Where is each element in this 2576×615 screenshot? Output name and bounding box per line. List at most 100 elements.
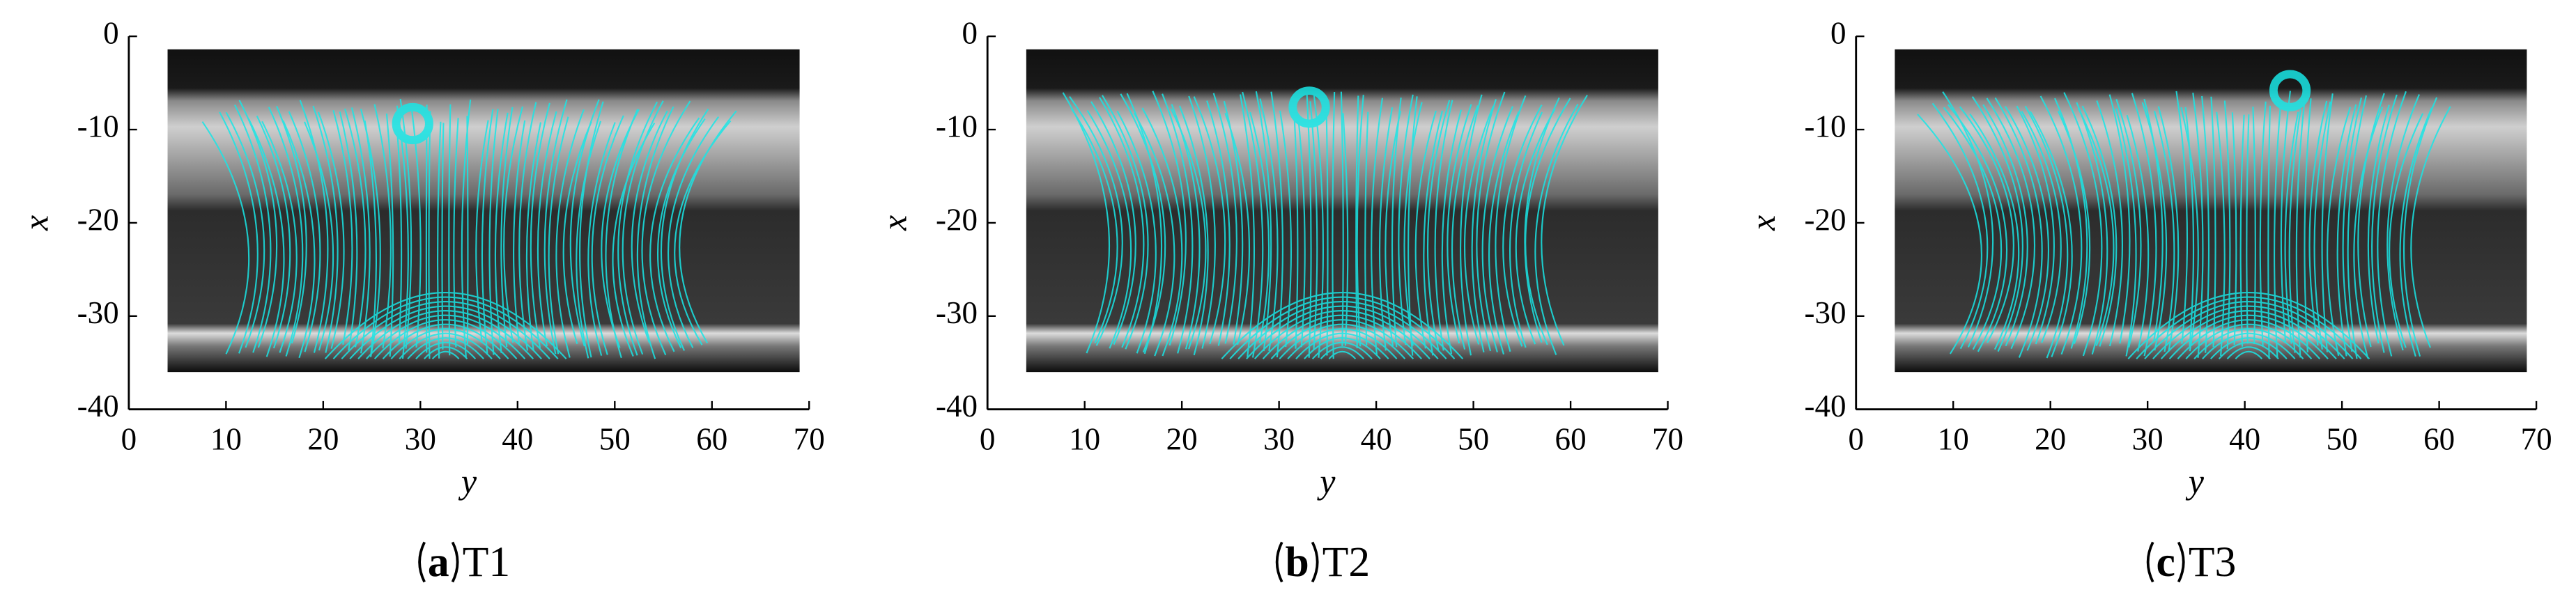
streamline <box>268 107 304 357</box>
streamline <box>1495 95 1527 352</box>
vortex-line <box>1295 332 1389 359</box>
streamline <box>1178 105 1209 356</box>
vortex <box>1288 86 1330 128</box>
vortex-line <box>2202 332 2296 359</box>
paren-open <box>2146 541 2154 583</box>
x-tick-label: 0 <box>980 421 996 456</box>
streamline <box>373 104 392 349</box>
x-tick-label: 20 <box>1166 421 1198 456</box>
vortex <box>2269 70 2311 111</box>
streamline <box>453 118 459 348</box>
streamline <box>219 111 259 354</box>
x-tick-label: 10 <box>210 421 242 456</box>
streamline <box>2410 106 2451 348</box>
y-axis-title: x <box>876 215 914 231</box>
streamline <box>1460 94 1483 356</box>
streamline <box>1133 112 1175 357</box>
x-tick-label: 40 <box>502 421 533 456</box>
streamline <box>1447 104 1472 344</box>
streamline <box>2192 93 2204 358</box>
vortex-line <box>1229 296 1456 359</box>
streamline <box>1371 98 1384 355</box>
streamline <box>1423 110 1444 356</box>
streamline <box>317 111 345 349</box>
streamline <box>2288 109 2301 353</box>
caption: c T3 <box>2157 538 2237 586</box>
streamline <box>2357 93 2385 348</box>
streamline <box>2039 95 2083 355</box>
streamline <box>1525 98 1571 345</box>
vortex-line <box>324 291 567 359</box>
x-tick-label: 10 <box>1069 421 1100 456</box>
vortex-line <box>2144 301 2354 359</box>
vortex-line <box>424 346 468 359</box>
vortex <box>392 102 433 145</box>
streamline <box>1407 96 1418 356</box>
y-tick-label: -30 <box>77 295 119 330</box>
streamline <box>2342 97 2362 352</box>
vortex-line <box>1221 291 1464 359</box>
streamline <box>1403 102 1423 346</box>
streamline <box>1249 111 1270 343</box>
streamline <box>1116 110 1157 354</box>
x-tick-label: 0 <box>121 421 137 456</box>
vortex-line <box>1270 319 1414 359</box>
paren-open <box>418 541 426 583</box>
y-tick-label: -20 <box>1804 202 1846 237</box>
streamline <box>2077 107 2115 346</box>
streamline <box>2108 94 2131 344</box>
streamline <box>2096 100 2123 347</box>
streamline <box>2004 106 2050 351</box>
streamline <box>537 111 557 347</box>
streamline <box>1385 110 1402 347</box>
streamline <box>591 115 624 355</box>
streamline <box>500 107 514 348</box>
streamline <box>1471 99 1497 352</box>
streamline <box>2076 102 2108 355</box>
vortex-line <box>2177 319 2321 359</box>
caption: b T2 <box>1286 538 1371 586</box>
streamline <box>2336 104 2357 357</box>
streamline <box>1515 108 1556 345</box>
streamline <box>1948 104 2008 352</box>
streamline <box>332 109 353 345</box>
vortex-line <box>2168 314 2329 359</box>
streamline <box>1170 108 1207 350</box>
streamline <box>2180 107 2199 352</box>
streamline <box>1441 109 1462 355</box>
streamline <box>1069 95 1123 346</box>
streamline <box>1959 106 2014 343</box>
vortex-line <box>1287 328 1398 359</box>
streamline <box>569 99 600 347</box>
streamline <box>1943 107 2003 350</box>
streamline <box>481 109 494 355</box>
streamline <box>1152 91 1187 346</box>
x-tick-label: 70 <box>2521 421 2552 456</box>
streamline <box>475 120 489 343</box>
streamline <box>2259 101 2267 347</box>
streamline <box>256 115 291 349</box>
streamline <box>1240 94 1256 357</box>
vortex-line <box>2185 323 2313 359</box>
vortex-line <box>2193 328 2304 359</box>
caption-name: T2 <box>1322 538 1370 586</box>
streamline <box>548 116 569 355</box>
vortex-line <box>1254 310 1430 359</box>
streamline <box>660 108 709 351</box>
streamline <box>2399 107 2433 357</box>
streamline <box>1969 113 2020 350</box>
streamline <box>576 120 602 359</box>
streamline <box>364 120 378 357</box>
streamline <box>360 109 381 357</box>
vortex-line <box>1320 346 1364 359</box>
streamline <box>1426 100 1451 350</box>
streamline <box>2367 104 2390 344</box>
streamline <box>2175 91 2189 344</box>
streamline <box>1476 91 1506 352</box>
x-tick-label: 30 <box>2132 421 2164 456</box>
streamline <box>2280 91 2292 343</box>
x-tick-label: 50 <box>599 421 631 456</box>
x-axis-title: y <box>2185 462 2205 501</box>
streamline <box>2153 110 2175 352</box>
x-tick-label: 70 <box>1652 421 1683 456</box>
